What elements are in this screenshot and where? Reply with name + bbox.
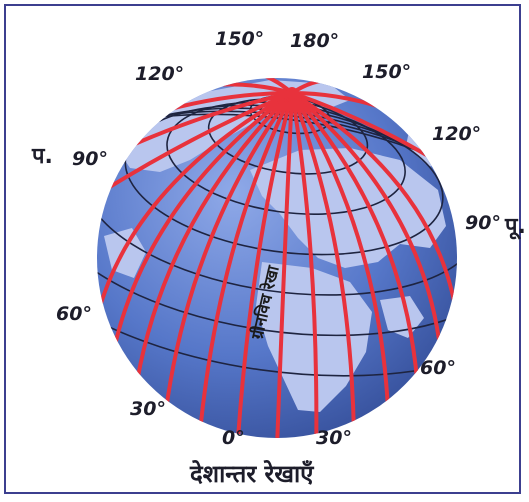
label-120-west: 120° <box>135 63 184 85</box>
label-0: 0° <box>222 427 245 449</box>
label-east-direction: पू. <box>504 214 526 240</box>
label-180: 180° <box>290 30 339 52</box>
meridian-line <box>134 91 294 385</box>
meridian-line <box>290 92 356 431</box>
meridian-line <box>290 91 420 385</box>
label-120-east: 120° <box>432 123 481 145</box>
label-150-west: 150° <box>215 28 264 50</box>
meridian-line <box>111 91 294 353</box>
label-60-east: 60° <box>420 357 456 379</box>
label-west-direction: प. <box>31 144 53 169</box>
label-30-west: 30° <box>130 398 166 420</box>
meridian-line <box>98 91 293 196</box>
label-30-east: 30° <box>316 427 352 449</box>
meridian-line <box>290 91 443 353</box>
label-60-west: 60° <box>56 303 92 325</box>
meridian-line <box>275 92 294 438</box>
meridian-line <box>97 91 293 317</box>
meridian-line <box>235 92 294 438</box>
caption: देशान्तर रेखाएँ <box>189 460 315 488</box>
meridian-line <box>121 91 293 152</box>
north-pole <box>286 87 298 99</box>
label-90-west: 90° <box>72 148 108 170</box>
meridian-line <box>198 92 294 431</box>
meridian-line <box>290 92 319 438</box>
label-150-east: 150° <box>362 61 411 83</box>
meridian-line <box>290 91 457 317</box>
meridian-line <box>290 91 391 412</box>
meridian-line <box>163 91 294 412</box>
label-90-east: 90° <box>465 212 501 234</box>
